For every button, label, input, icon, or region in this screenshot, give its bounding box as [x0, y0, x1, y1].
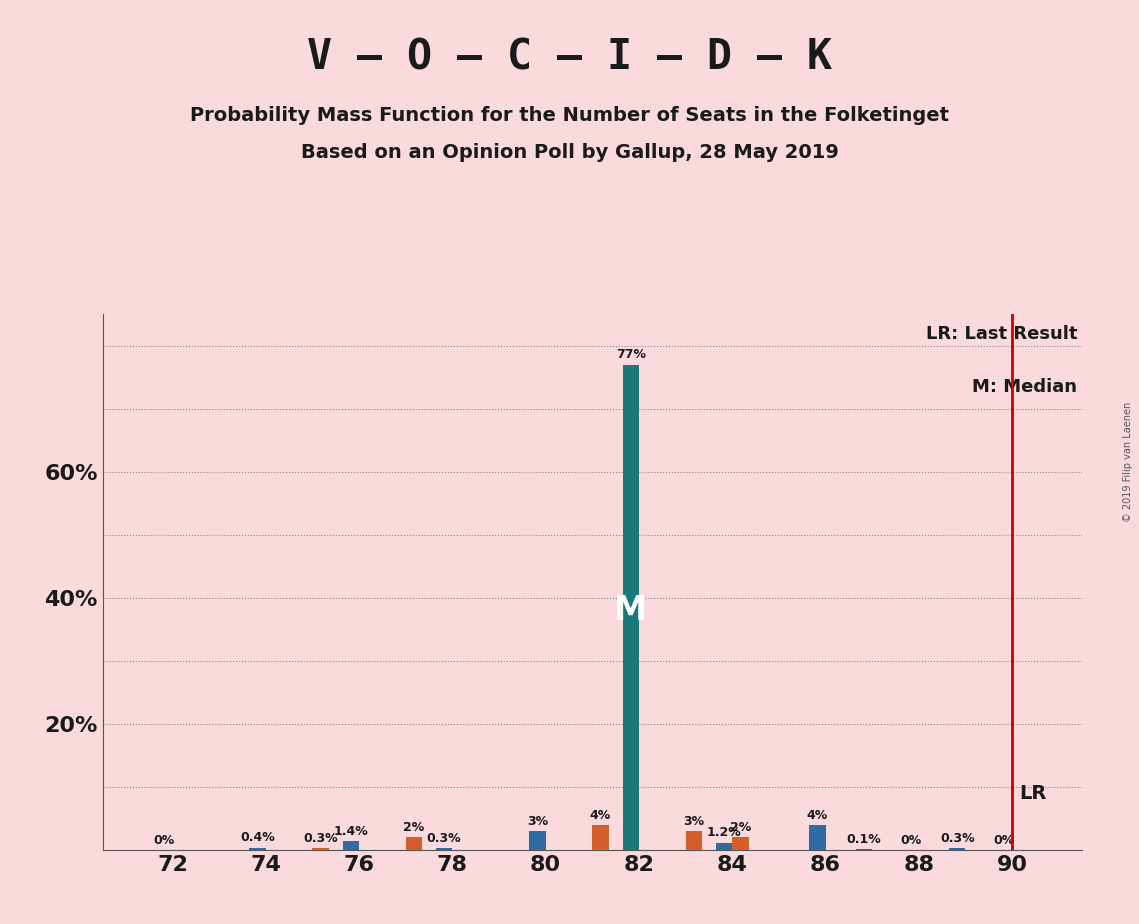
Bar [716, 843, 732, 850]
Bar [686, 832, 702, 850]
Text: 1.2%: 1.2% [706, 826, 741, 839]
Text: 1.4%: 1.4% [334, 825, 368, 838]
Text: 0.4%: 0.4% [240, 832, 274, 845]
Text: 0%: 0% [993, 834, 1015, 847]
Text: Probability Mass Function for the Number of Seats in the Folketinget: Probability Mass Function for the Number… [190, 106, 949, 126]
Bar [530, 832, 546, 850]
Text: 4%: 4% [806, 808, 828, 821]
Text: 2%: 2% [730, 821, 751, 834]
Text: M: M [614, 594, 647, 627]
Text: 0.3%: 0.3% [940, 832, 975, 845]
Bar [732, 837, 748, 850]
Text: 2%: 2% [403, 821, 425, 834]
Text: 0%: 0% [900, 834, 921, 847]
Text: 77%: 77% [616, 348, 646, 361]
Bar [405, 837, 423, 850]
Text: 3%: 3% [527, 815, 548, 828]
Text: 0.1%: 0.1% [846, 833, 882, 846]
Bar [623, 365, 639, 850]
Text: LR: LR [1019, 784, 1047, 803]
Text: 0.3%: 0.3% [427, 832, 461, 845]
Text: Based on an Opinion Poll by Gallup, 28 May 2019: Based on an Opinion Poll by Gallup, 28 M… [301, 143, 838, 163]
Text: M: Median: M: Median [973, 379, 1077, 396]
Bar [249, 847, 265, 850]
Bar [949, 848, 966, 850]
Text: 0.3%: 0.3% [303, 832, 338, 845]
Bar [312, 848, 329, 850]
Text: LR: Last Result: LR: Last Result [926, 325, 1077, 343]
Bar [809, 825, 826, 850]
Text: 0%: 0% [154, 834, 175, 847]
Bar [436, 848, 452, 850]
Text: 3%: 3% [683, 815, 704, 828]
Bar [592, 825, 608, 850]
Text: 4%: 4% [590, 808, 611, 821]
Text: © 2019 Filip van Laenen: © 2019 Filip van Laenen [1123, 402, 1133, 522]
Bar [343, 841, 359, 850]
Text: V – O – C – I – D – K: V – O – C – I – D – K [308, 37, 831, 79]
